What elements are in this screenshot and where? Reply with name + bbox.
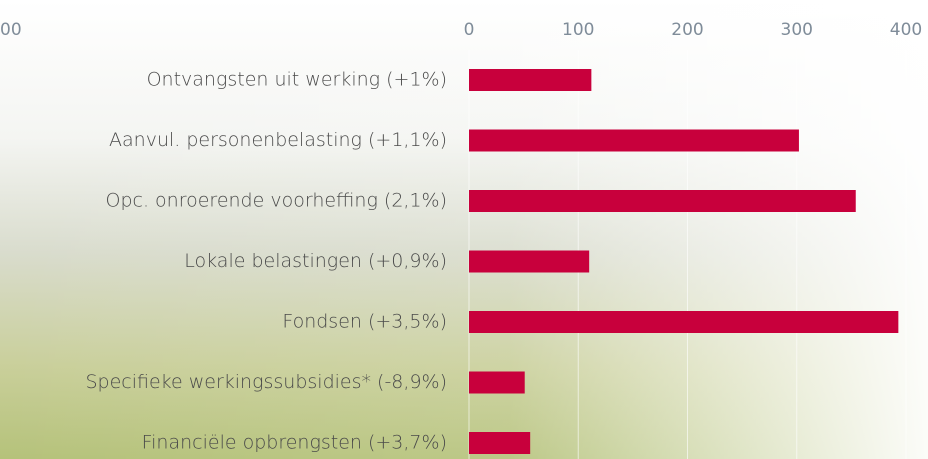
y-tick-label: Fondsen (+3,5%)	[282, 311, 447, 333]
chart: 00 0 100 200 300 400 Ontvangsten uit werking …	[0, 0, 928, 459]
bar	[469, 432, 530, 454]
x-tick-label: 100	[562, 20, 594, 40]
x-tick-label: 200	[671, 20, 703, 40]
x-tick-label: 0	[464, 20, 475, 40]
y-tick-label: Lokale belastingen (+0,9%)	[184, 250, 447, 272]
page: {"fragment_text": "00", "chart_data": {"…	[0, 0, 928, 459]
bar	[469, 190, 856, 212]
bar	[469, 251, 589, 273]
bar	[469, 311, 898, 333]
y-tick-label: Aanvul. personenbelasting (+1,1%)	[109, 129, 447, 151]
y-tick-label: Opc. onroerende voorheffing (2,1%)	[106, 190, 447, 212]
y-tick-label: Ontvangsten uit werking (+1%)	[147, 69, 447, 91]
bar	[469, 69, 591, 91]
y-tick-label: Financiële opbrengsten (+3,7%)	[142, 432, 447, 454]
clipped-label: 00	[0, 20, 22, 40]
bar	[469, 372, 525, 394]
bar	[469, 130, 799, 152]
x-tick-label: 400	[890, 20, 922, 40]
x-tick-label: 300	[781, 20, 813, 40]
y-tick-label: Specifieke werkingssubsidies* (-8,9%)	[85, 371, 447, 393]
